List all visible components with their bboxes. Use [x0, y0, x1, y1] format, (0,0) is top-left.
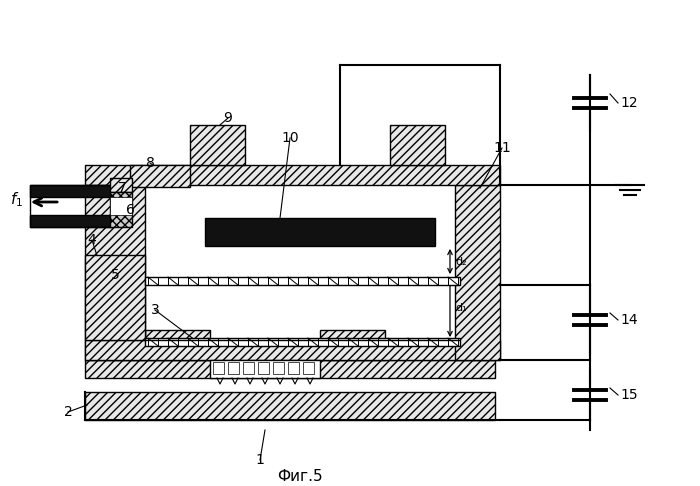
- Bar: [303, 362, 314, 374]
- Text: 9: 9: [223, 111, 232, 125]
- Bar: [205, 218, 435, 246]
- Text: 6: 6: [125, 203, 134, 217]
- Text: 7: 7: [118, 181, 127, 195]
- Bar: [30, 215, 112, 227]
- Bar: [190, 125, 245, 165]
- Bar: [228, 362, 239, 374]
- Bar: [210, 360, 320, 378]
- Text: 1: 1: [256, 453, 265, 467]
- Text: Фиг.5: Фиг.5: [277, 469, 323, 484]
- Text: d₁: d₁: [455, 303, 467, 313]
- Text: 11: 11: [493, 141, 511, 155]
- Bar: [145, 338, 460, 346]
- Bar: [85, 360, 495, 378]
- Bar: [30, 185, 112, 197]
- Text: $f_1$: $f_1$: [10, 191, 23, 209]
- Bar: [213, 362, 224, 374]
- Bar: [273, 362, 284, 374]
- Text: 15: 15: [620, 388, 638, 402]
- Bar: [110, 178, 132, 192]
- Bar: [455, 185, 500, 360]
- Text: 2: 2: [64, 405, 72, 419]
- Bar: [130, 165, 190, 187]
- Text: 8: 8: [146, 156, 155, 170]
- Text: 10: 10: [281, 131, 299, 145]
- Bar: [145, 277, 460, 285]
- Text: 4: 4: [88, 233, 97, 247]
- Bar: [110, 197, 132, 215]
- Bar: [85, 255, 145, 340]
- Text: d₂: d₂: [455, 257, 467, 267]
- Bar: [258, 362, 269, 374]
- Bar: [30, 185, 112, 227]
- Bar: [145, 330, 210, 360]
- Bar: [243, 362, 254, 374]
- Bar: [85, 392, 495, 420]
- Text: 14: 14: [620, 313, 638, 327]
- Bar: [390, 125, 445, 165]
- Text: 5: 5: [111, 268, 120, 282]
- Bar: [85, 340, 500, 360]
- Bar: [85, 185, 145, 360]
- Bar: [320, 330, 385, 360]
- Text: 12: 12: [620, 96, 638, 110]
- Bar: [85, 165, 500, 185]
- Text: 3: 3: [150, 303, 160, 317]
- Bar: [288, 362, 299, 374]
- Bar: [110, 192, 132, 227]
